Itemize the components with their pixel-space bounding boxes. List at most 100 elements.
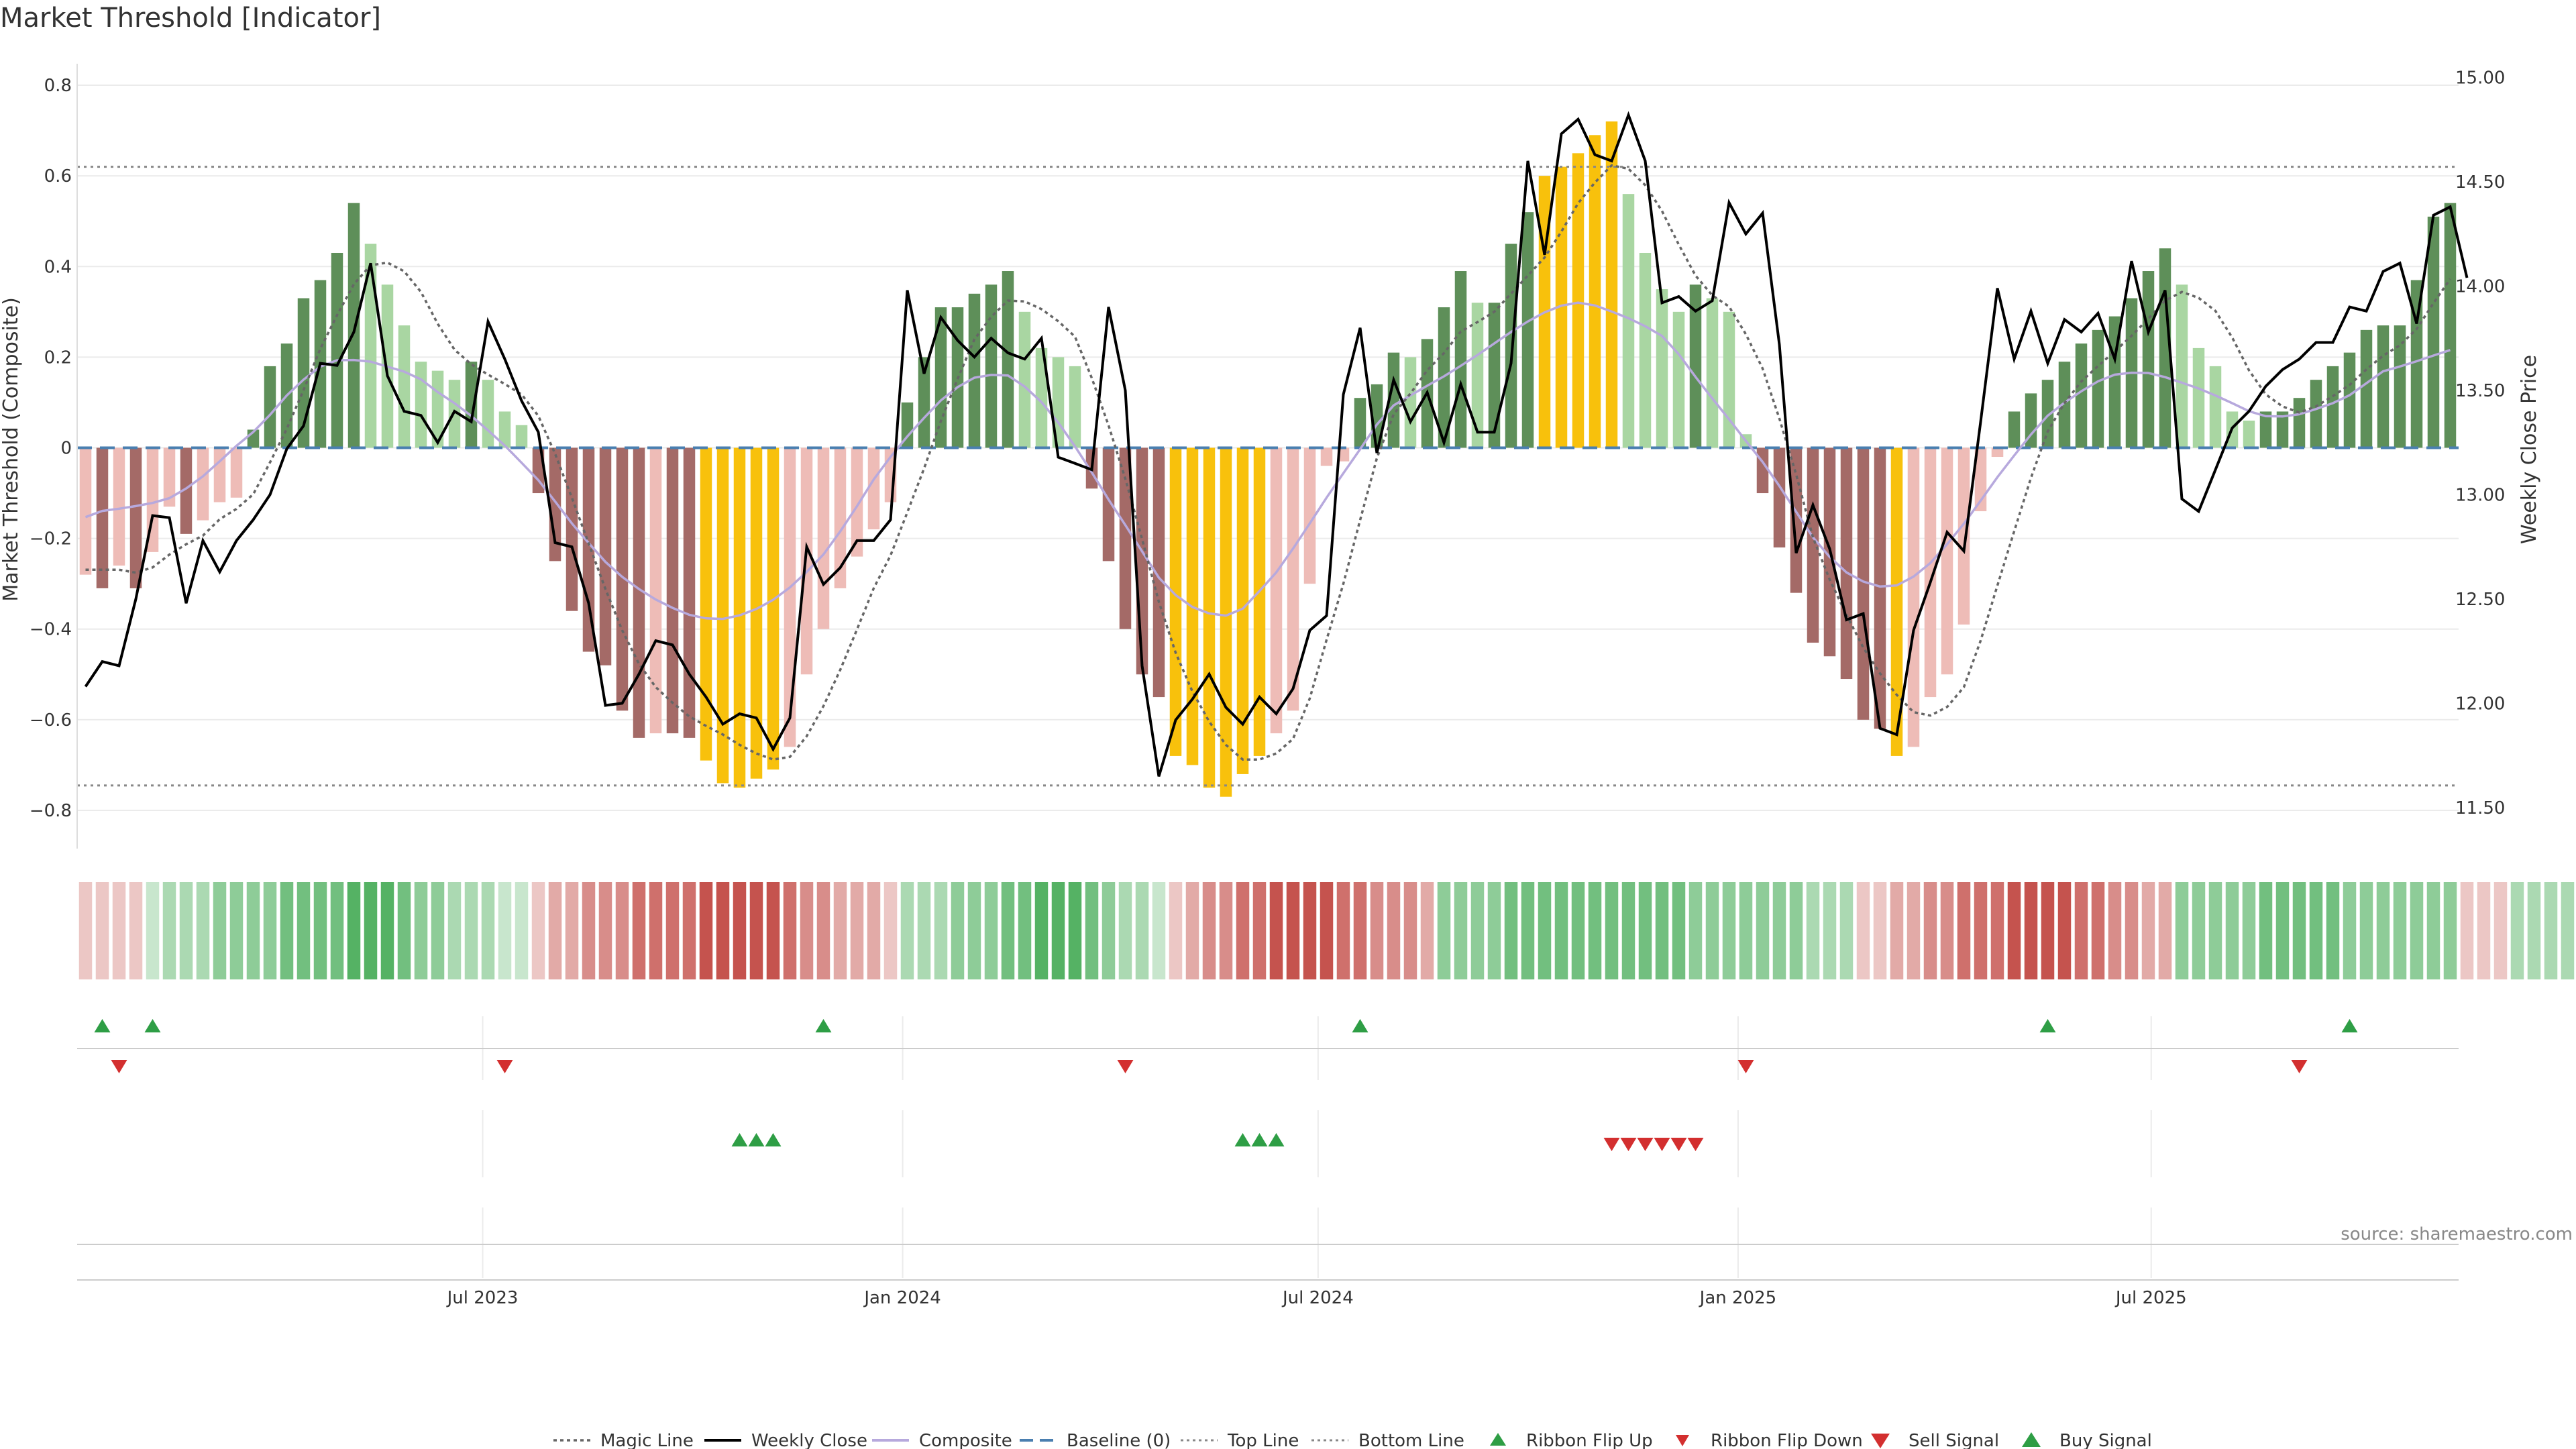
ribbon-flip-up-marker [144,1019,161,1032]
source-note: source: sharemaestro.com [2341,1224,2573,1244]
ribbon-cell [682,882,696,979]
composite-bar [2310,380,2322,448]
legend-label: Composite [919,1431,1012,1449]
ribbon-cell [1286,882,1300,979]
buy-signal-marker [765,1133,782,1146]
ribbon-cell [1353,882,1367,979]
composite-bar [1555,166,1568,448]
ribbon-flip-down-marker [2291,1060,2308,1073]
composite-bar [2192,347,2205,448]
ribbon-cell [2393,882,2407,979]
legend-swatch [1490,1433,1506,1446]
composite-bar [2427,216,2440,448]
ribbon-cell [213,882,227,979]
composite-bar [1521,212,1534,448]
ribbon-cell [347,882,361,979]
composite-bar [1203,447,1216,788]
ribbon-cell [1437,882,1451,979]
ribbon-cell [1923,882,1937,979]
composite-bars [79,121,2457,797]
ribbon-cell [2074,882,2088,979]
ribbon-cell [867,882,881,979]
legend-swatch [1871,1434,1890,1448]
composite-bar [1102,447,1115,561]
buy-signal-marker [731,1133,748,1146]
composite-bar [1773,447,1786,548]
ribbon-cell [1487,882,1501,979]
composite-bar [264,366,276,448]
ribbon-cell [565,882,579,979]
ribbon-cell [2141,882,2155,979]
ribbon-flip-up-marker [815,1019,832,1032]
ribbon-cell [951,882,965,979]
ribbon-cell [1806,882,1820,979]
weekly-close-line [84,111,2469,777]
y2-tick-label: 12.00 [2455,694,2505,714]
composite-bar [2394,325,2406,448]
ribbon-cell [1605,882,1619,979]
composite-bar [716,447,729,784]
ribbon-flip-down-marker [496,1060,513,1073]
sell-signal-marker [1637,1138,1654,1151]
composite-bar [163,447,176,507]
ribbon-flip-up-marker [94,1019,111,1032]
y-tick-label: −0.8 [30,801,72,821]
legend-label: Sell Signal [1909,1431,1999,1449]
composite-bar [934,307,947,448]
ribbon-cell [2510,882,2524,979]
ribbon-cell [431,882,445,979]
composite-bar [1907,447,1920,747]
composite-bar [213,447,226,502]
ribbon-flip-up-marker [2039,1019,2056,1032]
x-tick-label: Jul 2023 [446,1288,519,1308]
ribbon-cell [1890,882,1904,979]
composite-bar [197,447,209,521]
ribbon-cell [900,882,914,979]
ribbon-cell [1789,882,1803,979]
composite-bar [1656,289,1668,448]
ribbon-cell [2091,882,2105,979]
ribbon-cell [1839,882,1854,979]
composite-bar [985,284,998,448]
composite-bar [1119,447,1132,629]
y-tick-label: −0.6 [30,710,72,731]
ribbon-cell [1202,882,1216,979]
composite-bar [2276,411,2289,448]
ribbon-cell [397,882,411,979]
y2-tick-label: 12.50 [2455,590,2505,610]
sell-signal-marker [1620,1138,1637,1151]
ribbon-cell [1538,882,1552,979]
composite-bar [2058,362,2071,448]
composite-bar [364,244,377,448]
composite-bar [784,447,796,747]
y2-tick-label: 15.00 [2455,68,2505,89]
composite-bar [1337,447,1350,462]
axes: 0.8 0.6 0.4 0.2 0 −0.2 −0.4 −0.6 −0.8 15.00 14.50 1… [30,64,2505,1308]
ribbon-cell [2041,882,2055,979]
ribbon-cell [665,882,680,979]
ribbon-cell [1236,882,1250,979]
ribbon-cell [2292,882,2306,979]
ribbon-cell [1974,882,1988,979]
ribbon-cell [1252,882,1267,979]
ribbon-cell [78,882,93,979]
composite-bar [465,362,478,448]
composite-bar [1505,244,1517,448]
x-tick-label: Jul 2024 [1281,1288,1354,1308]
buy-signal-marker [1251,1133,1268,1146]
composite-bar [1723,311,1735,448]
ribbon-cell [917,882,931,979]
composite-bar [1941,447,1953,675]
composite-bar [1807,447,1819,643]
legend-label: Weekly Close [751,1431,867,1449]
composite-bar [599,447,612,665]
ribbon-cell [1068,882,1082,979]
composite-bar [482,380,494,448]
composite-bar [666,447,679,734]
ribbon-cell [1403,882,1417,979]
ribbon-cell [582,882,596,979]
composite-bar [1672,311,1685,448]
ribbon-cell [162,882,176,979]
legend-label: Ribbon Flip Up [1526,1431,1653,1449]
composite-bar [1220,447,1232,797]
